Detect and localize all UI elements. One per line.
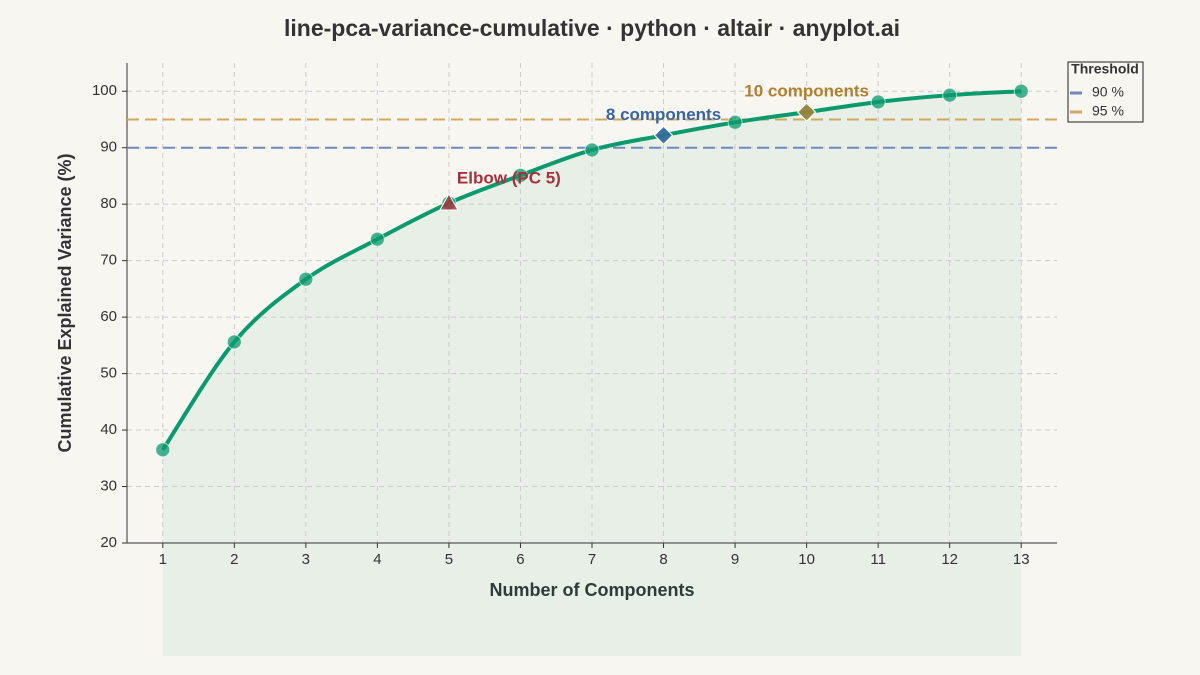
annotation-marker bbox=[796, 102, 817, 122]
y-tick-label: 90 bbox=[100, 139, 117, 156]
x-tick-label: 8 bbox=[659, 551, 667, 568]
annotation-marker bbox=[439, 193, 459, 211]
point bbox=[870, 94, 886, 110]
point bbox=[369, 231, 385, 247]
legend-label: 95 % bbox=[1092, 103, 1124, 119]
y-tick-label: 20 bbox=[100, 534, 117, 551]
chart-title: line-pca-variance-cumulative · python · … bbox=[284, 15, 900, 41]
point bbox=[298, 271, 314, 287]
x-tick-label: 10 bbox=[798, 551, 815, 568]
point bbox=[584, 142, 600, 158]
y-tick-label: 80 bbox=[100, 195, 117, 212]
point bbox=[226, 334, 242, 350]
point bbox=[512, 167, 528, 183]
point bbox=[155, 442, 171, 458]
x-tick-label: 1 bbox=[159, 551, 167, 568]
x-tick-label: 6 bbox=[516, 551, 524, 568]
annotation-label: Elbow (PC 5) bbox=[457, 169, 561, 188]
x-tick-label: 7 bbox=[588, 551, 596, 568]
y-tick-label: 40 bbox=[100, 421, 117, 438]
x-tick-label: 2 bbox=[230, 551, 238, 568]
annotation-marker bbox=[653, 125, 674, 145]
point bbox=[942, 87, 958, 103]
x-tick-label: 4 bbox=[373, 551, 381, 568]
y-tick-label: 70 bbox=[100, 252, 117, 269]
point bbox=[727, 114, 743, 130]
y-tick-label: 60 bbox=[100, 308, 117, 325]
y-tick-label: 50 bbox=[100, 365, 117, 382]
x-tick-label: 12 bbox=[941, 551, 958, 568]
legend-label: 90 % bbox=[1092, 84, 1124, 100]
point bbox=[1013, 83, 1029, 99]
x-tick-label: 5 bbox=[445, 551, 453, 568]
x-tick-label: 3 bbox=[302, 551, 310, 568]
y-tick-label: 30 bbox=[100, 477, 117, 494]
y-tick-label: 100 bbox=[92, 82, 117, 99]
legend-title: Threshold bbox=[1071, 61, 1139, 77]
x-tick-label: 13 bbox=[1013, 551, 1030, 568]
x-axis-label: Number of Components bbox=[490, 580, 695, 600]
annotation-label: 8 components bbox=[606, 105, 721, 124]
x-tick-label: 9 bbox=[731, 551, 739, 568]
annotation-label: 10 components bbox=[744, 82, 869, 101]
x-tick-label: 11 bbox=[870, 551, 886, 568]
y-axis-label: Cumulative Explained Variance (%) bbox=[55, 153, 75, 452]
